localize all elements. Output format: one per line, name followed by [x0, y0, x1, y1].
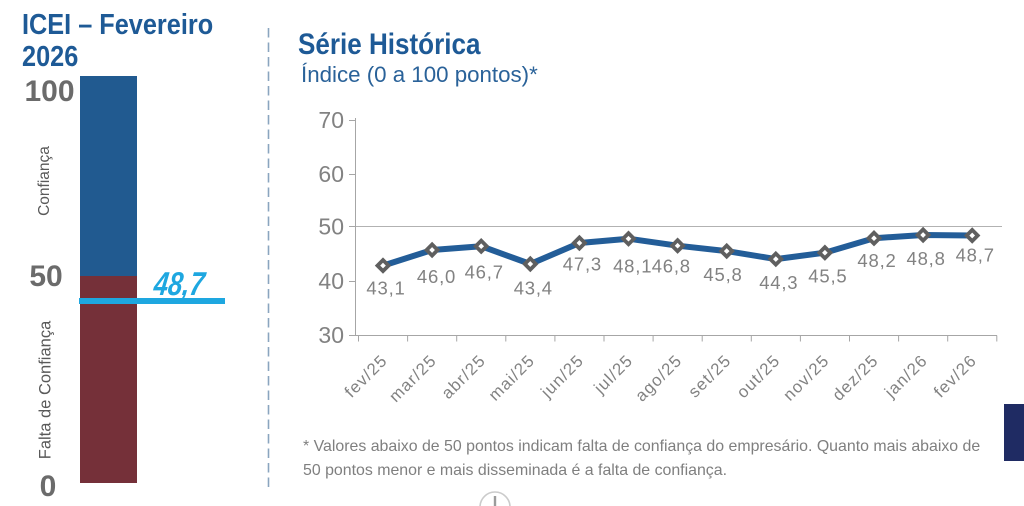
- svg-text:fev/26: fev/26: [930, 351, 980, 401]
- svg-text:jan/26: jan/26: [880, 351, 931, 402]
- svg-text:44,3: 44,3: [759, 272, 798, 293]
- svg-text:48,1: 48,1: [613, 256, 652, 277]
- svg-text:40: 40: [318, 268, 344, 294]
- svg-text:jul/25: jul/25: [590, 351, 637, 398]
- svg-text:mar/25: mar/25: [385, 351, 440, 406]
- svg-text:50: 50: [318, 214, 344, 240]
- svg-text:set/25: set/25: [684, 351, 734, 401]
- svg-text:43,4: 43,4: [514, 278, 553, 299]
- svg-text:48,2: 48,2: [857, 250, 896, 271]
- svg-text:45,8: 45,8: [703, 264, 742, 285]
- svg-text:70: 70: [318, 107, 344, 133]
- svg-text:60: 60: [318, 161, 344, 187]
- svg-text:48,8: 48,8: [906, 248, 945, 269]
- svg-text:43,1: 43,1: [366, 278, 405, 299]
- svg-text:45,5: 45,5: [808, 266, 847, 287]
- svg-text:nov/25: nov/25: [779, 351, 833, 405]
- svg-text:jun/25: jun/25: [536, 351, 587, 402]
- svg-text:mai/25: mai/25: [485, 351, 539, 405]
- svg-text:dez/25: dez/25: [828, 351, 882, 405]
- svg-text:47,3: 47,3: [563, 254, 602, 275]
- svg-text:abr/25: abr/25: [438, 351, 490, 403]
- svg-text:48,7: 48,7: [956, 245, 995, 266]
- svg-text:out/25: out/25: [733, 351, 784, 402]
- svg-text:30: 30: [318, 322, 344, 348]
- svg-text:46,8: 46,8: [652, 256, 691, 277]
- svg-text:46,0: 46,0: [417, 266, 456, 287]
- svg-text:ago/25: ago/25: [631, 351, 685, 405]
- svg-text:46,7: 46,7: [465, 262, 504, 283]
- svg-text:fev/25: fev/25: [341, 351, 391, 401]
